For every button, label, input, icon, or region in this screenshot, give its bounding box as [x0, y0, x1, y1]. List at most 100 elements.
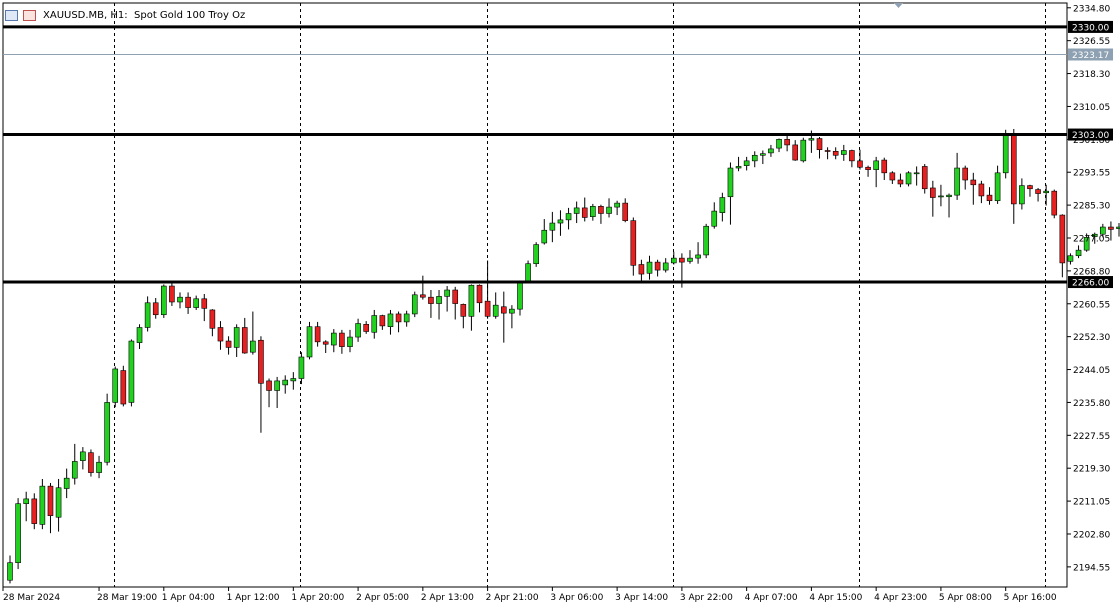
bull-candle [517, 281, 523, 310]
bear-candle [428, 296, 434, 304]
bull-candle [840, 150, 847, 155]
bear-candle [395, 313, 402, 323]
bear-candle [1051, 190, 1058, 216]
bull-candle [112, 368, 119, 403]
y-tick-label: 2194.55 [1073, 563, 1110, 573]
x-tick-label: 28 Mar 19:00 [97, 593, 157, 603]
bull-candle [1067, 255, 1074, 262]
bear-candle [970, 179, 977, 186]
bull-candle [347, 336, 353, 347]
bull-candle [355, 323, 361, 338]
bear-candle [209, 309, 216, 329]
bull-candle [290, 378, 297, 382]
bull-candle [128, 340, 135, 403]
bull-candle [1002, 135, 1009, 174]
symbol-icon[interactable] [23, 9, 36, 21]
bull-candle [1100, 226, 1106, 235]
bull-candle [565, 213, 572, 221]
shift-marker-icon[interactable] [894, 3, 903, 8]
bull-candle [541, 229, 548, 244]
bear-candle [258, 339, 264, 384]
bear-candle [314, 326, 321, 343]
bear-candle [217, 327, 224, 342]
y-tick-label: 2301.80 [1073, 136, 1110, 146]
bid-price-box [1068, 48, 1113, 61]
plot-frame [2, 2, 1068, 588]
bear-candle [638, 264, 645, 275]
bear-candle [1059, 214, 1066, 264]
bull-candle [1043, 190, 1049, 194]
bull-candle [776, 139, 782, 149]
bear-candle [322, 341, 329, 345]
x-tick-label: 3 Apr 06:00 [550, 593, 603, 603]
bull-candle [743, 160, 750, 166]
bull-candle [711, 210, 718, 227]
y-tick-label: 2252.30 [1073, 333, 1110, 343]
bear-candle [31, 498, 38, 524]
bull-candle [39, 485, 46, 525]
bull-candle [71, 461, 78, 479]
bull-candle [403, 313, 410, 323]
bull-candle [177, 296, 183, 303]
bull-candle [444, 289, 450, 297]
bear-candle [452, 289, 459, 304]
bear-candle [654, 261, 661, 271]
bear-candle [881, 159, 888, 174]
bear-candle [978, 183, 985, 197]
bear-candle [930, 187, 936, 198]
bear-candle [460, 304, 467, 317]
x-tick-label: 2 Apr 21:00 [486, 593, 539, 603]
bear-candle [897, 179, 904, 185]
bear-candle [363, 323, 369, 332]
bull-candle [298, 356, 305, 379]
bear-candle [889, 172, 896, 181]
bear-candle [630, 220, 637, 266]
y-tick-label: 2326.55 [1073, 37, 1110, 47]
bull-candle [233, 327, 240, 348]
bull-candle [695, 254, 701, 259]
bull-candle [662, 262, 669, 271]
level-price-label: 2330.00 [1072, 23, 1109, 33]
y-tick-label: 2293.55 [1073, 169, 1110, 179]
level-price-label: 2303.00 [1072, 131, 1109, 141]
bull-candle [646, 261, 653, 274]
bear-candle [598, 206, 604, 214]
y-tick-label: 2227.55 [1073, 432, 1110, 442]
y-tick-label: 2202.80 [1073, 530, 1110, 540]
bid-price-label: 2323.17 [1072, 51, 1109, 61]
bear-candle [241, 327, 248, 354]
bull-candle [274, 380, 280, 391]
bull-candle [525, 263, 531, 282]
bull-candle [954, 167, 960, 196]
bull-candle [1116, 226, 1120, 229]
bull-candle [808, 138, 815, 141]
bear-candle [201, 298, 208, 309]
bear-candle [1035, 189, 1041, 194]
chart-icon[interactable] [5, 9, 18, 21]
bull-candle [63, 477, 70, 489]
bear-candle [832, 150, 839, 156]
bear-candle [1108, 226, 1114, 230]
bear-candle [120, 370, 127, 405]
chart-header: XAUUSD.MB, H1: Spot Gold 100 Troy Oz [5, 6, 245, 24]
bull-candle [1019, 185, 1025, 205]
bear-candle [152, 302, 159, 316]
x-tick-label: 1 Apr 12:00 [227, 593, 280, 603]
x-tick-label: 28 Mar 2024 [3, 593, 60, 603]
bull-candle [96, 461, 102, 473]
bull-candle [873, 160, 879, 170]
bull-candle [913, 172, 920, 175]
x-tick-label: 3 Apr 22:00 [680, 593, 733, 603]
bear-candle [857, 160, 863, 168]
bull-candle [1083, 237, 1090, 251]
y-tick-label: 2310.05 [1073, 103, 1110, 113]
y-tick-label: 2260.55 [1073, 300, 1110, 310]
y-tick-label: 2285.30 [1073, 202, 1110, 212]
x-tick-label: 1 Apr 20:00 [291, 593, 344, 603]
bull-candle [606, 206, 612, 214]
y-tick-label: 2318.30 [1073, 70, 1110, 80]
bull-candle [387, 313, 394, 327]
bull-candle [727, 167, 734, 198]
